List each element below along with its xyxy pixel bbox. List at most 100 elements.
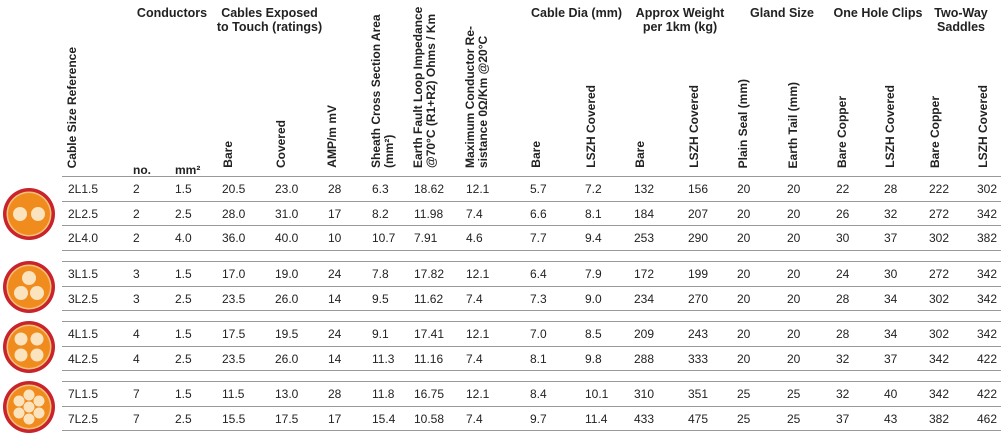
table-cell: 1.5 (175, 182, 192, 196)
table-cell: 19.5 (275, 327, 299, 341)
table-cell: 15.4 (372, 411, 396, 426)
sub-header: Earth Tail (mm) (786, 81, 800, 168)
table-cell: 7L1.5 (68, 387, 99, 401)
table-cell: 209 (634, 327, 655, 341)
table-cell: 6.3 (372, 182, 389, 196)
table-cell: 9.1 (372, 327, 389, 341)
table-cell: 20 (737, 231, 751, 245)
table-cell: 5.7 (530, 182, 547, 196)
table-cell: 333 (688, 351, 709, 366)
group-header: Gland Size (750, 6, 814, 20)
table-cell: 20 (787, 182, 801, 196)
table-cell: 11.4 (585, 411, 608, 426)
table-cell: 272 (929, 206, 950, 221)
sub-header: Bare Copper (835, 95, 849, 168)
table-cell: 20 (737, 327, 751, 341)
table-cell: 37 (836, 411, 850, 426)
table-cell: 272 (929, 267, 950, 281)
table-cell: 9.8 (585, 351, 602, 366)
table-cell: 288 (634, 351, 655, 366)
column-header: AMP/m mV (325, 105, 339, 168)
table-cell: 8.4 (530, 387, 547, 401)
table-cell: 290 (688, 231, 709, 245)
table-cell: 302 (929, 327, 950, 341)
table-cell: 20.5 (222, 182, 246, 196)
table-cell: 422 (977, 351, 998, 366)
table-cell: 28 (836, 291, 850, 306)
table-cell: 342 (977, 291, 998, 306)
row-divider (62, 176, 1001, 177)
table-cell: 243 (688, 327, 709, 341)
table-cell: 2 (133, 182, 140, 196)
sub-header: no. (133, 163, 151, 177)
sub-header: Bare (221, 141, 235, 168)
table-cell: 12.1 (466, 387, 490, 401)
table-cell: 40.0 (275, 231, 299, 245)
table-cell: 302 (977, 182, 998, 196)
table-cell: 4 (133, 351, 140, 366)
table-cell: 8.5 (585, 327, 602, 341)
table-cell: 342 (929, 351, 950, 366)
row-divider (62, 225, 1001, 226)
table-cell: 37 (884, 231, 898, 245)
sub-header: Bare Copper (928, 95, 942, 168)
table-cell: 4.6 (466, 231, 483, 245)
cable-icon (3, 380, 55, 433)
table-cell: 28.0 (222, 206, 246, 221)
table-cell: 24 (328, 267, 342, 281)
sub-header: Bare (633, 141, 647, 168)
table-cell: 10.7 (372, 231, 396, 245)
table-cell: 7.3 (530, 291, 547, 306)
table-cell: 3 (133, 291, 140, 306)
table-cell: 23.0 (275, 182, 299, 196)
group-header: One Hole Clips (833, 6, 923, 20)
table-cell: 32 (836, 351, 850, 366)
row-divider (62, 381, 1001, 382)
table-cell: 20 (737, 291, 751, 306)
column-header: Sheath Cross Section Area (mm²) (369, 11, 396, 168)
table-cell: 23.5 (222, 291, 246, 306)
table-cell: 23.5 (222, 351, 246, 366)
table-cell: 9.5 (372, 291, 389, 306)
table-cell: 17.41 (414, 327, 445, 341)
table-cell: 17.82 (414, 267, 445, 281)
table-cell: 17.0 (222, 267, 246, 281)
table-cell: 7.9 (585, 267, 602, 281)
table-cell: 3L1.5 (68, 267, 99, 281)
table-cell: 8.1 (585, 206, 602, 221)
table-cell: 19.0 (275, 267, 299, 281)
table-cell: 351 (688, 387, 709, 401)
table-cell: 20 (787, 267, 801, 281)
group-header: Cable Dia (mm) (531, 6, 622, 20)
table-cell: 475 (688, 411, 709, 426)
table-cell: 17 (328, 411, 342, 426)
table-cell: 14 (328, 351, 342, 366)
group-header: Two-Way Saddles (934, 6, 988, 34)
table-cell: 9.7 (530, 411, 547, 426)
table-cell: 20 (787, 206, 801, 221)
cable-icon (3, 187, 55, 240)
table-cell: 17.5 (222, 327, 246, 341)
cable-icon (3, 320, 55, 373)
table-cell: 2L4.0 (68, 231, 99, 245)
table-cell: 7.7 (530, 231, 547, 245)
table-cell: 2.5 (175, 351, 192, 366)
table-cell: 30 (884, 267, 898, 281)
table-cell: 2.5 (175, 291, 192, 306)
table-cell: 24 (328, 327, 342, 341)
table-cell: 16.75 (414, 387, 445, 401)
table-cell: 10.58 (414, 411, 445, 426)
table-cell: 433 (634, 411, 655, 426)
table-cell: 11.8 (372, 387, 395, 401)
table-cell: 11.3 (372, 351, 395, 366)
table-cell: 15.5 (222, 411, 246, 426)
table-cell: 382 (977, 231, 998, 245)
table-cell: 28 (884, 182, 898, 196)
table-cell: 2.5 (175, 411, 192, 426)
table-cell: 3L2.5 (68, 291, 99, 306)
column-header: Earth Fault Loop Impedance @70°C (R1+R2)… (411, 3, 438, 168)
table-cell: 207 (688, 206, 709, 221)
table-cell: 302 (929, 291, 950, 306)
table-cell: 37 (884, 351, 898, 366)
table-cell: 17 (328, 206, 342, 221)
